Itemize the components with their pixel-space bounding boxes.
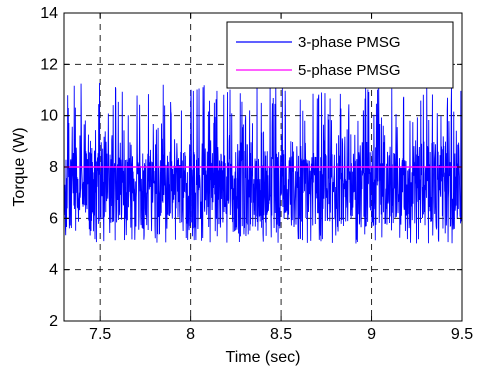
x-tick-label: 7.5 bbox=[89, 326, 111, 343]
legend-box bbox=[226, 21, 454, 89]
series-3-phase-pmsg-line bbox=[64, 82, 462, 244]
y-tick-label: 14 bbox=[40, 5, 58, 22]
legend-label-3-phase: 3-phase PMSG bbox=[298, 34, 401, 51]
y-tick-label: 8 bbox=[49, 159, 58, 176]
y-tick-label: 12 bbox=[40, 56, 58, 73]
y-axis-title: Torque (W) bbox=[11, 127, 28, 206]
x-tick-label: 9 bbox=[367, 326, 376, 343]
y-tick-label: 4 bbox=[49, 262, 58, 279]
x-axis-title: Time (sec) bbox=[226, 349, 301, 366]
series-layer bbox=[64, 82, 462, 244]
y-tick-label: 10 bbox=[40, 108, 58, 125]
x-tick-label: 8.5 bbox=[270, 326, 292, 343]
legend-label-5-phase: 5-phase PMSG bbox=[298, 62, 401, 79]
legend: 3-phase PMSG 5-phase PMSG bbox=[226, 21, 454, 89]
ticks: 7.5 8 8.5 9 9.5 2 4 6 8 10 12 14 bbox=[40, 5, 473, 343]
x-tick-label: 9.5 bbox=[451, 326, 473, 343]
y-tick-label: 6 bbox=[49, 210, 58, 227]
x-tick-label: 8 bbox=[186, 326, 195, 343]
y-tick-label: 2 bbox=[49, 313, 58, 330]
